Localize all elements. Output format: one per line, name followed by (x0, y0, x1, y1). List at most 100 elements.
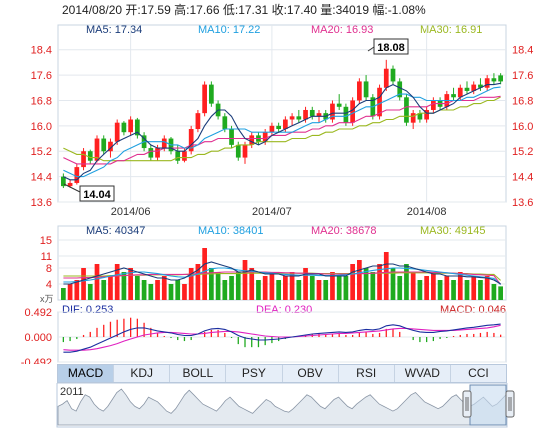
navigator-right-handle[interactable] (505, 390, 515, 418)
vol-ma30-legend: MA30: 49145 (420, 225, 485, 237)
volume-bar (303, 268, 308, 300)
tab-cci[interactable]: CCI (468, 366, 489, 380)
volume-bar (175, 280, 181, 300)
dea-legend: DEA: 0.230 (256, 304, 312, 316)
volume-bar (336, 276, 342, 300)
volume-bar (242, 260, 248, 300)
ma30-legend: MA30: 16.91 (420, 24, 482, 36)
volume-bar (451, 280, 456, 300)
volume-bar (457, 272, 463, 300)
volume-bar (128, 268, 133, 300)
candle-body (390, 68, 396, 82)
volume-bar (417, 280, 423, 300)
navigator-year: 2011 (60, 386, 84, 398)
vol-ma20-legend: MA20: 38678 (311, 225, 376, 237)
tab-wvad[interactable]: WVAD (395, 365, 451, 382)
info-low: 17.31 (238, 3, 269, 17)
volume-bar (431, 272, 436, 300)
max-annotation: 18.08 (367, 38, 409, 55)
dif-line (63, 323, 501, 353)
volume-bar (121, 272, 127, 300)
candle-body (61, 176, 66, 187)
candle-body (209, 84, 214, 104)
price-tick-left: 18.4 (31, 45, 52, 57)
candle-body (222, 116, 228, 130)
navigator-left-handle[interactable] (462, 390, 472, 418)
candle-body (128, 119, 133, 133)
candle-body (410, 113, 416, 123)
candle-body (161, 138, 167, 149)
dea-line (63, 324, 501, 351)
candle-body (357, 81, 362, 101)
volume-bar (229, 276, 234, 300)
candle-body (121, 122, 127, 133)
volume-bar (114, 264, 120, 300)
macd-tick: -0.492 (21, 357, 52, 364)
candle-body (195, 113, 201, 130)
candle-body (343, 106, 349, 123)
info-change-label: 幅: (372, 3, 388, 17)
volume-bar (410, 272, 416, 300)
candle-body (249, 135, 255, 145)
volume-bar (377, 264, 382, 300)
info-date: 2014/08/20 (62, 3, 123, 17)
volume-bar (397, 276, 403, 300)
price-tick-right: 16.0 (512, 121, 533, 133)
volume-bar (81, 268, 86, 300)
volume-bar (471, 276, 477, 300)
price-tick-right: 18.4 (512, 45, 533, 57)
candle-body (350, 100, 355, 123)
price-tick-right: 14.4 (512, 172, 533, 184)
price-tick-left: 16.8 (31, 95, 52, 107)
info-high: 17.66 (189, 3, 220, 17)
volume-bar (101, 280, 107, 300)
tab-macd[interactable]: MACD (58, 365, 115, 382)
candle-body (296, 116, 302, 120)
tab-rsi[interactable]: RSI (339, 365, 395, 382)
info-open-label: 开: (125, 3, 141, 17)
candle-body (87, 151, 93, 161)
candle-body (155, 148, 160, 158)
volume-bar (168, 284, 174, 300)
candle-body (484, 78, 490, 88)
macd-tick: 0.000 (24, 332, 52, 344)
candle-body (188, 129, 194, 152)
volume-bar (94, 264, 100, 300)
volume-bar (383, 252, 389, 300)
volume-bar (276, 280, 281, 300)
tab-psy[interactable]: PSY (226, 365, 283, 382)
candle-body (74, 167, 80, 183)
vol-ma5-legend: MA5: 40347 (86, 225, 145, 237)
candle-body (81, 151, 86, 168)
candle-body (431, 100, 436, 110)
max-annotation-label: 18.08 (377, 42, 405, 54)
tab-boll[interactable]: BOLL (170, 365, 227, 382)
candle-body (363, 81, 369, 98)
candle-body (202, 84, 207, 114)
volume-bar (370, 272, 376, 300)
dif-legend: DIF: 0.253 (62, 304, 113, 316)
price-tick-right: 17.6 (512, 70, 533, 82)
ma20-legend: MA20: 16.93 (311, 24, 373, 36)
volume-bar (464, 280, 470, 300)
navigator[interactable]: 2011 (0, 383, 534, 429)
price-tick-right: 13.6 (512, 197, 533, 209)
volume-bar (390, 268, 396, 300)
volume-bar (61, 288, 66, 300)
vol-ma5-line (63, 261, 501, 285)
tab-obv[interactable]: OBV (283, 365, 339, 382)
volume-bar (161, 276, 167, 300)
volume-bar (289, 272, 295, 300)
tab-kdj[interactable]: KDJ (114, 365, 171, 382)
candle-body (94, 138, 100, 161)
ohlc-info-bar: 2014/08/20 开:17.59 高:17.66 低:17.31 收:17.… (62, 1, 426, 17)
price-panel-frame (57, 24, 507, 203)
candle-body (498, 75, 503, 82)
stock-chart[interactable]: MA5: 17.34 MA10: 17.22 MA20: 16.93 MA30:… (0, 0, 534, 364)
candle-body (316, 113, 322, 117)
volume-bar (141, 280, 147, 300)
candle-body (451, 94, 456, 98)
navigator-window[interactable] (469, 384, 507, 426)
volume-unit: x万 (40, 294, 54, 304)
volume-bar (491, 284, 497, 300)
